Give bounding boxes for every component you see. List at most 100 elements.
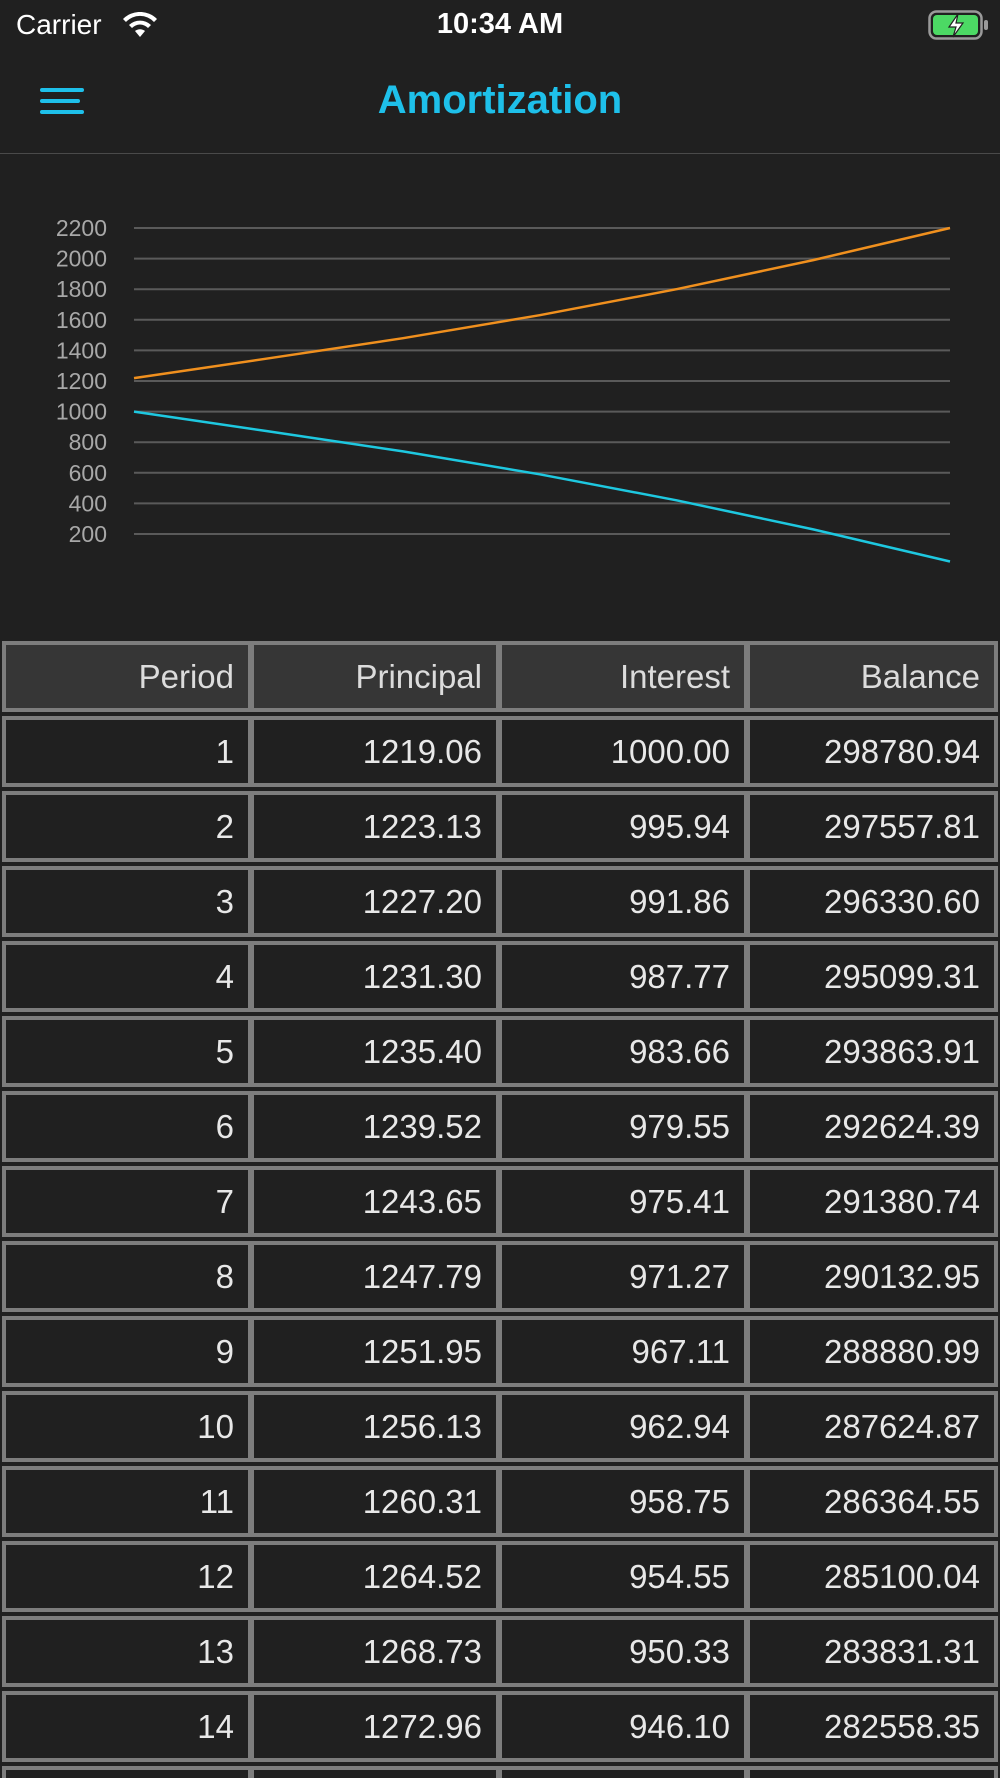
cell-period: 2 — [2, 791, 252, 862]
table-row: 6 1239.52 979.55 292624.39 — [0, 1087, 1000, 1162]
table-row: 13 1268.73 950.33 283831.31 — [0, 1612, 1000, 1687]
cell-balance: 298780.94 — [746, 716, 998, 787]
amortization-chart: 200 400 600 800 1000 1200 1400 1600 1800 2000 2200 — [0, 155, 1000, 635]
cell-principal: 1264.52 — [250, 1541, 500, 1612]
table-row: 9 1251.95 967.11 288880.99 — [0, 1312, 1000, 1387]
cell-balance: 291380.74 — [746, 1166, 998, 1237]
cell-period: 9 — [2, 1316, 252, 1387]
cell-balance: 297557.81 — [746, 791, 998, 862]
cell-principal: 1256.13 — [250, 1391, 500, 1462]
cell-interest: 967.11 — [498, 1316, 748, 1387]
cell-principal — [250, 1766, 500, 1778]
y-tick-label: 200 — [69, 521, 107, 547]
cell-principal: 1247.79 — [250, 1241, 500, 1312]
cell-interest: 971.27 — [498, 1241, 748, 1312]
cell-period — [2, 1766, 252, 1778]
cell-period: 7 — [2, 1166, 252, 1237]
cell-principal: 1260.31 — [250, 1466, 500, 1537]
cell-principal: 1235.40 — [250, 1016, 500, 1087]
cell-principal: 1223.13 — [250, 791, 500, 862]
table-row: 10 1256.13 962.94 287624.87 — [0, 1387, 1000, 1462]
table-row: 12 1264.52 954.55 285100.04 — [0, 1537, 1000, 1612]
cell-interest: 979.55 — [498, 1091, 748, 1162]
battery-charging-icon — [928, 10, 988, 40]
cell-balance: 283831.31 — [746, 1616, 998, 1687]
cell-interest: 991.86 — [498, 866, 748, 937]
cell-interest: 962.94 — [498, 1391, 748, 1462]
table-row: 8 1247.79 971.27 290132.95 — [0, 1237, 1000, 1312]
y-tick-label: 1400 — [56, 337, 107, 363]
column-header-interest: Interest — [498, 641, 748, 712]
cell-interest: 946.10 — [498, 1691, 748, 1762]
cell-interest: 954.55 — [498, 1541, 748, 1612]
y-tick-label: 1600 — [56, 307, 107, 333]
y-tick-label: 800 — [69, 429, 107, 455]
cell-principal: 1219.06 — [250, 716, 500, 787]
cell-principal: 1231.30 — [250, 941, 500, 1012]
cell-balance: 287624.87 — [746, 1391, 998, 1462]
cell-principal: 1268.73 — [250, 1616, 500, 1687]
cell-period: 11 — [2, 1466, 252, 1537]
column-header-principal: Principal — [250, 641, 500, 712]
status-time: 10:34 AM — [436, 8, 564, 40]
cell-balance: 290132.95 — [746, 1241, 998, 1312]
cell-period: 3 — [2, 866, 252, 937]
carrier-label: Carrier — [16, 9, 102, 40]
cell-principal: 1239.52 — [250, 1091, 500, 1162]
status-bar: Carrier 10:34 AM — [0, 0, 1000, 50]
cell-interest: 950.33 — [498, 1616, 748, 1687]
column-header-balance: Balance — [746, 641, 998, 712]
cell-period: 13 — [2, 1616, 252, 1687]
cell-interest: 987.77 — [498, 941, 748, 1012]
y-tick-label: 1000 — [56, 399, 107, 425]
cell-principal: 1251.95 — [250, 1316, 500, 1387]
cell-balance: 285100.04 — [746, 1541, 998, 1612]
series-line-1 — [133, 410, 951, 563]
cell-principal: 1272.96 — [250, 1691, 500, 1762]
cell-period: 12 — [2, 1541, 252, 1612]
cell-balance: 296330.60 — [746, 866, 998, 937]
cell-balance: 282558.35 — [746, 1691, 998, 1762]
cell-balance: 293863.91 — [746, 1016, 998, 1087]
cell-interest: 958.75 — [498, 1466, 748, 1537]
y-tick-label: 2200 — [56, 215, 107, 241]
page-title: Amortization — [377, 78, 623, 122]
y-tick-label: 1200 — [56, 368, 107, 394]
table-row: 1 1219.06 1000.00 298780.94 — [0, 712, 1000, 787]
table-row — [0, 1762, 1000, 1778]
table-row: 5 1235.40 983.66 293863.91 — [0, 1012, 1000, 1087]
table-row: 3 1227.20 991.86 296330.60 — [0, 862, 1000, 937]
series-line-0 — [133, 226, 951, 380]
cell-interest: 983.66 — [498, 1016, 748, 1087]
y-tick-label: 2000 — [56, 246, 107, 272]
cell-period: 4 — [2, 941, 252, 1012]
table-row: 7 1243.65 975.41 291380.74 — [0, 1162, 1000, 1237]
cell-interest: 1000.00 — [498, 716, 748, 787]
cell-interest: 975.41 — [498, 1166, 748, 1237]
cell-balance: 292624.39 — [746, 1091, 998, 1162]
cell-interest: 995.94 — [498, 791, 748, 862]
column-header-period: Period — [2, 641, 252, 712]
cell-balance: 288880.99 — [746, 1316, 998, 1387]
cell-period: 10 — [2, 1391, 252, 1462]
hamburger-menu-icon[interactable] — [40, 82, 86, 120]
table-row: 11 1260.31 958.75 286364.55 — [0, 1462, 1000, 1537]
y-tick-label: 600 — [69, 460, 107, 486]
table-row: 2 1223.13 995.94 297557.81 — [0, 787, 1000, 862]
cell-period: 14 — [2, 1691, 252, 1762]
wifi-icon — [123, 12, 157, 37]
cell-interest — [498, 1766, 748, 1778]
cell-principal: 1227.20 — [250, 866, 500, 937]
cell-balance: 295099.31 — [746, 941, 998, 1012]
cell-period: 1 — [2, 716, 252, 787]
cell-period: 8 — [2, 1241, 252, 1312]
chart-svg: 200 400 600 800 1000 1200 1400 1600 1800 2000 2200 — [56, 215, 951, 563]
table-row: 14 1272.96 946.10 282558.35 — [0, 1687, 1000, 1762]
cell-balance — [746, 1766, 998, 1778]
cell-principal: 1243.65 — [250, 1166, 500, 1237]
table-header-row: Period Principal Interest Balance — [0, 637, 1000, 712]
navigation-bar: Amortization — [0, 50, 1000, 154]
table-row: 4 1231.30 987.77 295099.31 — [0, 937, 1000, 1012]
y-tick-label: 1800 — [56, 276, 107, 302]
cell-period: 5 — [2, 1016, 252, 1087]
